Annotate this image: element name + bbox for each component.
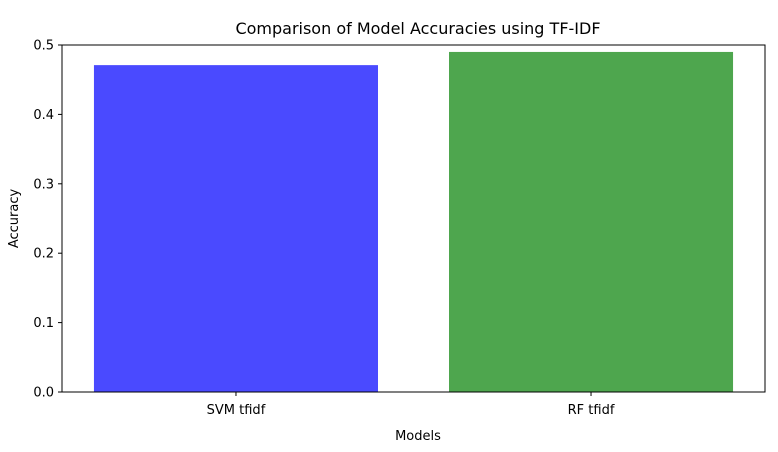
y-tick-label: 0.3 bbox=[33, 177, 54, 192]
plot-area-frame bbox=[61, 44, 766, 393]
chart-title: Comparison of Model Accuracies using TF-… bbox=[235, 19, 600, 38]
y-tick-label: 0.4 bbox=[33, 108, 54, 123]
y-tick-label: 0.0 bbox=[33, 386, 54, 401]
x-tick-label: RF tfidf bbox=[568, 403, 615, 418]
y-axis-ticks: 0.0 0.1 0.2 0.3 0.4 0.5 bbox=[33, 39, 62, 401]
y-axis-title: Accuracy bbox=[7, 189, 22, 249]
x-tick-label: SVM tfidf bbox=[207, 403, 266, 418]
bar-rf-tfidf bbox=[449, 51, 734, 392]
y-tick-label: 0.5 bbox=[33, 39, 54, 54]
bar-svm-tfidf bbox=[93, 65, 378, 392]
y-tick-label: 0.1 bbox=[33, 316, 54, 331]
x-axis-ticks: SVM tfidf RF tfidf bbox=[207, 392, 615, 418]
bars-group bbox=[93, 51, 734, 392]
x-axis-title: Models bbox=[395, 429, 441, 444]
y-tick-label: 0.2 bbox=[33, 247, 54, 262]
